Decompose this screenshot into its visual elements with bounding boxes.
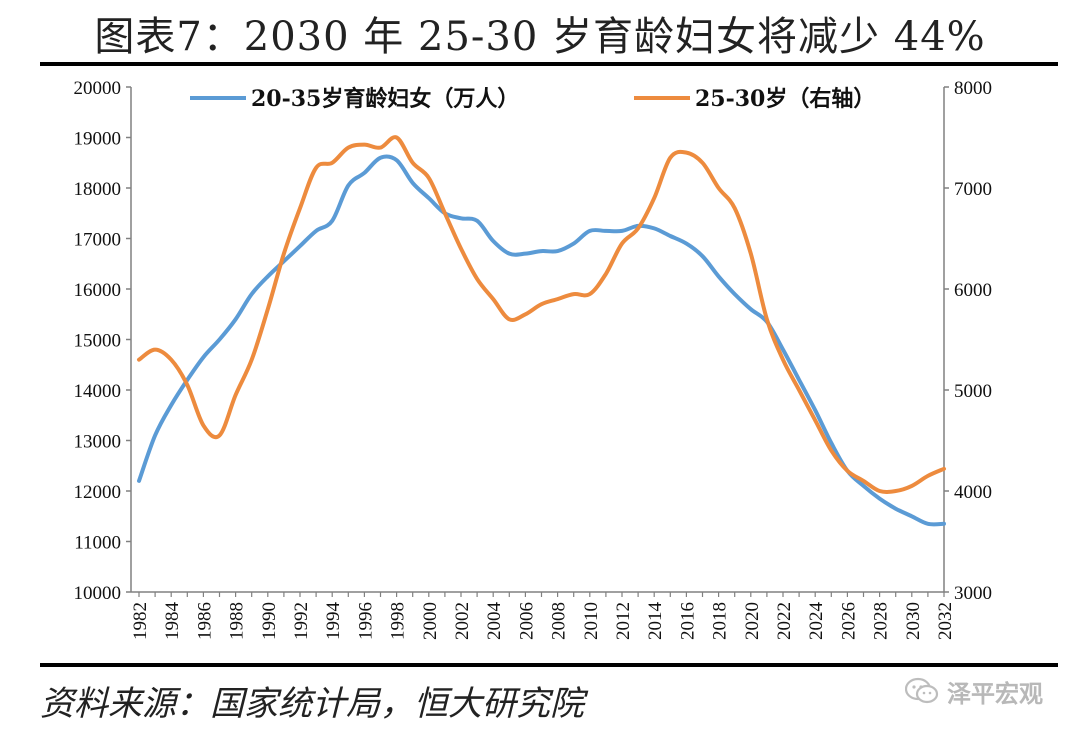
x-axis-tick-label: 2020 (742, 602, 763, 640)
x-axis-tick-label: 1996 (355, 602, 376, 640)
x-axis-tick-label: 1990 (259, 602, 280, 640)
watermark-text: 泽平宏观 (947, 679, 1043, 708)
x-axis-tick-label: 1986 (194, 602, 215, 640)
chart-title: 图表7：2030 年 25-30 岁育龄妇女将减少 44% (94, 14, 986, 60)
left-axis-tick-label: 11000 (74, 533, 121, 554)
right-axis-tick-label: 3000 (954, 583, 992, 604)
x-axis-tick-label: 2010 (581, 602, 602, 640)
x-axis-tick-label: 2030 (903, 602, 924, 640)
x-axis-tick-label: 2012 (613, 602, 634, 640)
chart-legend: 20-35岁育龄妇女（万人） 25-30岁（右轴） (190, 86, 875, 112)
x-axis-tick-label: 1994 (323, 602, 344, 641)
chart-series (137, 135, 946, 527)
watermark: 泽平宏观 (905, 673, 1043, 709)
left-axis-tick-label: 14000 (74, 381, 122, 402)
x-axis-tick-label: 1998 (388, 602, 409, 640)
source-rule (40, 663, 1058, 667)
x-axis-tick-label: 2022 (774, 602, 795, 640)
chart-axes: 10000 11000 12000 13000 14000 15000 16000 17000… (74, 78, 993, 640)
x-axis-tick-label: 1992 (291, 602, 312, 640)
x-axis-tick-label: 2016 (677, 602, 698, 640)
right-axis-tick-label: 5000 (954, 381, 992, 402)
left-axis-tick-label: 18000 (74, 179, 122, 200)
x-axis-tick-label: 2028 (871, 602, 892, 640)
right-axis-tick-label: 8000 (954, 78, 992, 99)
x-axis-tick-label: 2004 (484, 602, 505, 641)
left-axis-tick-label: 20000 (74, 78, 122, 99)
right-axis-tick-label: 6000 (954, 280, 992, 301)
left-axis-tick-label: 19000 (74, 129, 122, 150)
legend-label-series-2: 25-30岁（右轴） (695, 86, 875, 112)
right-axis-tick-label: 4000 (954, 482, 992, 503)
x-axis-tick-label: 2014 (645, 602, 666, 641)
source-note: 资料来源：国家统计局，恒大研究院 (40, 684, 584, 724)
legend-label-series-1: 20-35岁育龄妇女（万人） (251, 86, 519, 112)
x-axis-tick-label: 2018 (710, 602, 731, 640)
x-axis-tick-label: 2032 (935, 602, 956, 640)
left-axis-tick-label: 10000 (74, 583, 122, 604)
x-axis-tick-label: 2000 (420, 602, 441, 640)
left-axis-tick-label: 16000 (74, 280, 122, 301)
left-axis-tick-label: 12000 (74, 482, 122, 503)
x-axis-tick-label: 1988 (227, 602, 248, 640)
left-axis-tick-label: 15000 (74, 331, 122, 352)
x-axis-tick-label: 2024 (806, 602, 827, 641)
x-axis-tick-label: 2002 (452, 602, 473, 640)
series-line-2 (137, 135, 946, 494)
title-rule (40, 62, 1058, 66)
x-axis-tick-label: 2006 (516, 602, 537, 640)
wechat-icon (905, 677, 939, 705)
x-axis-tick-label: 2008 (549, 602, 570, 640)
x-axis-tick-label: 1984 (162, 602, 183, 641)
x-axis-tick-label: 1982 (130, 602, 151, 640)
left-axis-tick-label: 13000 (74, 432, 122, 453)
right-axis-tick-label: 7000 (954, 179, 992, 200)
x-axis-tick-label: 2026 (838, 602, 859, 640)
left-axis-tick-label: 17000 (74, 230, 122, 251)
